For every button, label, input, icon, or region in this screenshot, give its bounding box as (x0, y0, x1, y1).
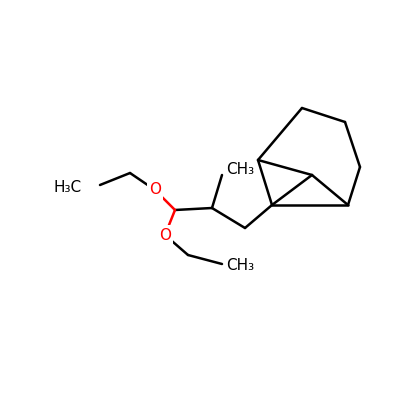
Text: H₃C: H₃C (54, 180, 82, 194)
Text: CH₃: CH₃ (226, 258, 254, 274)
Text: CH₃: CH₃ (226, 162, 254, 178)
Text: O: O (159, 228, 171, 242)
Text: O: O (149, 182, 161, 198)
